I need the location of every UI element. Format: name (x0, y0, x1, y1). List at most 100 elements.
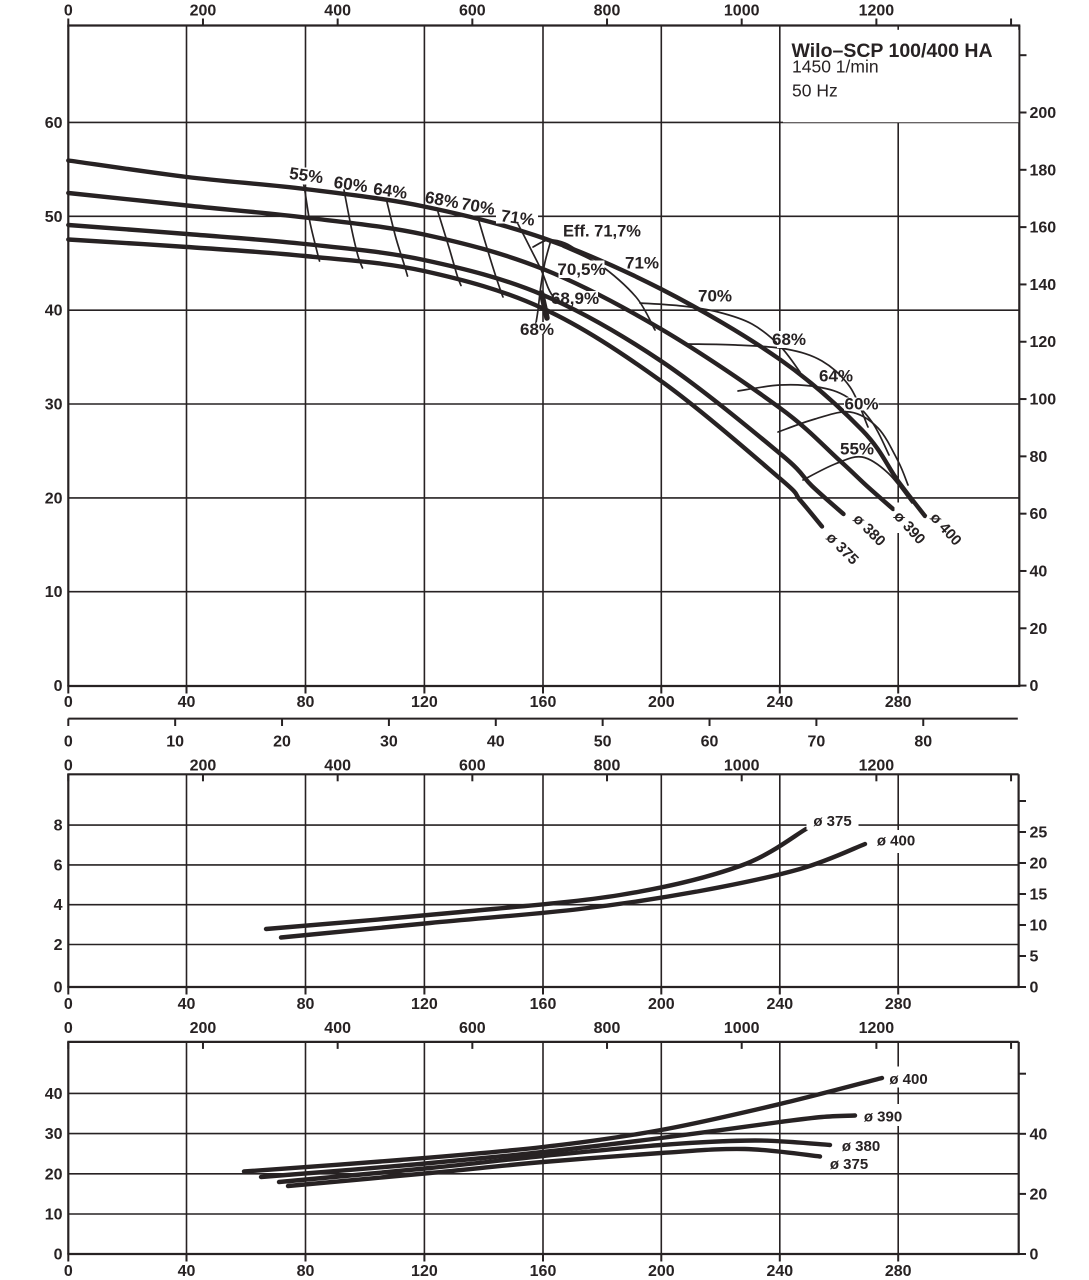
svg-text:1450 1/min: 1450 1/min (792, 57, 879, 77)
svg-text:200: 200 (190, 758, 217, 775)
svg-text:800: 800 (594, 758, 621, 775)
svg-text:60: 60 (1030, 506, 1048, 523)
svg-text:60: 60 (701, 734, 719, 751)
svg-text:10: 10 (166, 734, 184, 751)
svg-text:20: 20 (1030, 1186, 1048, 1203)
svg-text:280: 280 (885, 1263, 912, 1280)
svg-text:0: 0 (54, 678, 63, 695)
svg-text:20: 20 (1030, 621, 1048, 638)
svg-text:1000: 1000 (724, 3, 760, 20)
svg-text:160: 160 (530, 996, 557, 1013)
svg-text:600: 600 (459, 1020, 486, 1037)
svg-text:4: 4 (54, 897, 63, 914)
svg-text:40: 40 (178, 694, 196, 711)
svg-text:68%: 68% (520, 320, 554, 339)
svg-text:200: 200 (648, 694, 675, 711)
svg-text:70,5%: 70,5% (557, 260, 605, 279)
svg-text:ø 400: ø 400 (877, 833, 915, 850)
svg-text:60: 60 (45, 115, 63, 132)
svg-text:70%: 70% (698, 287, 732, 306)
svg-text:280: 280 (885, 694, 912, 711)
svg-text:40: 40 (487, 734, 505, 751)
svg-text:160: 160 (530, 694, 557, 711)
svg-text:60%: 60% (333, 173, 369, 197)
svg-text:80: 80 (1030, 449, 1048, 466)
svg-text:1200: 1200 (859, 1020, 895, 1037)
svg-text:ø 400: ø 400 (889, 1071, 927, 1088)
svg-text:0: 0 (1030, 678, 1039, 695)
svg-text:800: 800 (594, 1020, 621, 1037)
svg-text:0: 0 (1030, 1247, 1039, 1264)
svg-text:240: 240 (766, 1263, 793, 1280)
svg-text:120: 120 (411, 996, 438, 1013)
svg-text:1200: 1200 (859, 3, 895, 20)
svg-text:400: 400 (324, 758, 351, 775)
svg-text:Eff. 71,7%: Eff. 71,7% (563, 223, 641, 241)
svg-text:15: 15 (1030, 887, 1048, 904)
svg-text:0: 0 (64, 734, 73, 751)
svg-text:ø 380: ø 380 (842, 1138, 880, 1155)
svg-text:240: 240 (766, 996, 793, 1013)
svg-text:100: 100 (1030, 392, 1057, 409)
svg-text:10: 10 (1030, 918, 1048, 935)
svg-text:600: 600 (459, 758, 486, 775)
svg-text:0: 0 (64, 1020, 73, 1037)
svg-text:10: 10 (45, 1207, 63, 1224)
svg-text:240: 240 (766, 694, 793, 711)
svg-text:0: 0 (1030, 980, 1039, 997)
svg-text:200: 200 (648, 1263, 675, 1280)
svg-text:60%: 60% (844, 395, 878, 414)
svg-text:800: 800 (594, 3, 621, 20)
svg-text:8: 8 (54, 818, 63, 835)
svg-text:80: 80 (297, 996, 315, 1013)
svg-text:30: 30 (45, 1126, 63, 1143)
svg-text:70: 70 (807, 734, 825, 751)
svg-text:40: 40 (45, 1086, 63, 1103)
svg-text:20: 20 (273, 734, 291, 751)
svg-text:50 Hz: 50 Hz (792, 81, 838, 101)
svg-text:40: 40 (1030, 563, 1048, 580)
svg-text:400: 400 (324, 3, 351, 20)
svg-text:ø 375: ø 375 (813, 813, 851, 830)
svg-text:280: 280 (885, 996, 912, 1013)
svg-text:71%: 71% (500, 206, 536, 230)
svg-text:50: 50 (594, 734, 612, 751)
svg-text:120: 120 (411, 694, 438, 711)
svg-text:68%: 68% (772, 330, 806, 349)
svg-text:20: 20 (45, 1166, 63, 1183)
svg-text:140: 140 (1030, 277, 1057, 294)
svg-text:64%: 64% (819, 367, 853, 386)
svg-text:50: 50 (45, 209, 63, 226)
svg-text:120: 120 (1030, 334, 1057, 351)
svg-text:40: 40 (178, 996, 196, 1013)
svg-text:200: 200 (190, 1020, 217, 1037)
svg-text:1000: 1000 (724, 1020, 760, 1037)
svg-text:160: 160 (1030, 220, 1057, 237)
svg-text:30: 30 (380, 734, 398, 751)
svg-text:160: 160 (530, 1263, 557, 1280)
svg-text:68,9%: 68,9% (551, 289, 599, 308)
svg-text:20: 20 (1030, 856, 1048, 873)
svg-text:0: 0 (64, 694, 73, 711)
svg-text:600: 600 (459, 3, 486, 20)
svg-text:71%: 71% (625, 254, 659, 273)
svg-text:0: 0 (64, 1263, 73, 1280)
svg-text:120: 120 (411, 1263, 438, 1280)
svg-text:64%: 64% (372, 179, 408, 203)
svg-text:ø 390: ø 390 (864, 1109, 902, 1126)
svg-text:1000: 1000 (724, 758, 760, 775)
svg-text:80: 80 (297, 1263, 315, 1280)
svg-text:55%: 55% (288, 164, 324, 188)
svg-text:Wilo–SCP 100/400 HA: Wilo–SCP 100/400 HA (792, 40, 993, 62)
svg-text:0: 0 (54, 980, 63, 997)
svg-text:5: 5 (1030, 949, 1039, 966)
svg-text:2: 2 (54, 937, 63, 954)
svg-text:10: 10 (45, 584, 63, 601)
svg-text:ø 375: ø 375 (830, 1156, 868, 1173)
svg-text:0: 0 (64, 758, 73, 775)
svg-text:40: 40 (45, 303, 63, 320)
svg-text:1200: 1200 (859, 758, 895, 775)
svg-text:0: 0 (54, 1247, 63, 1264)
svg-text:55%: 55% (840, 440, 874, 459)
svg-text:200: 200 (190, 3, 217, 20)
